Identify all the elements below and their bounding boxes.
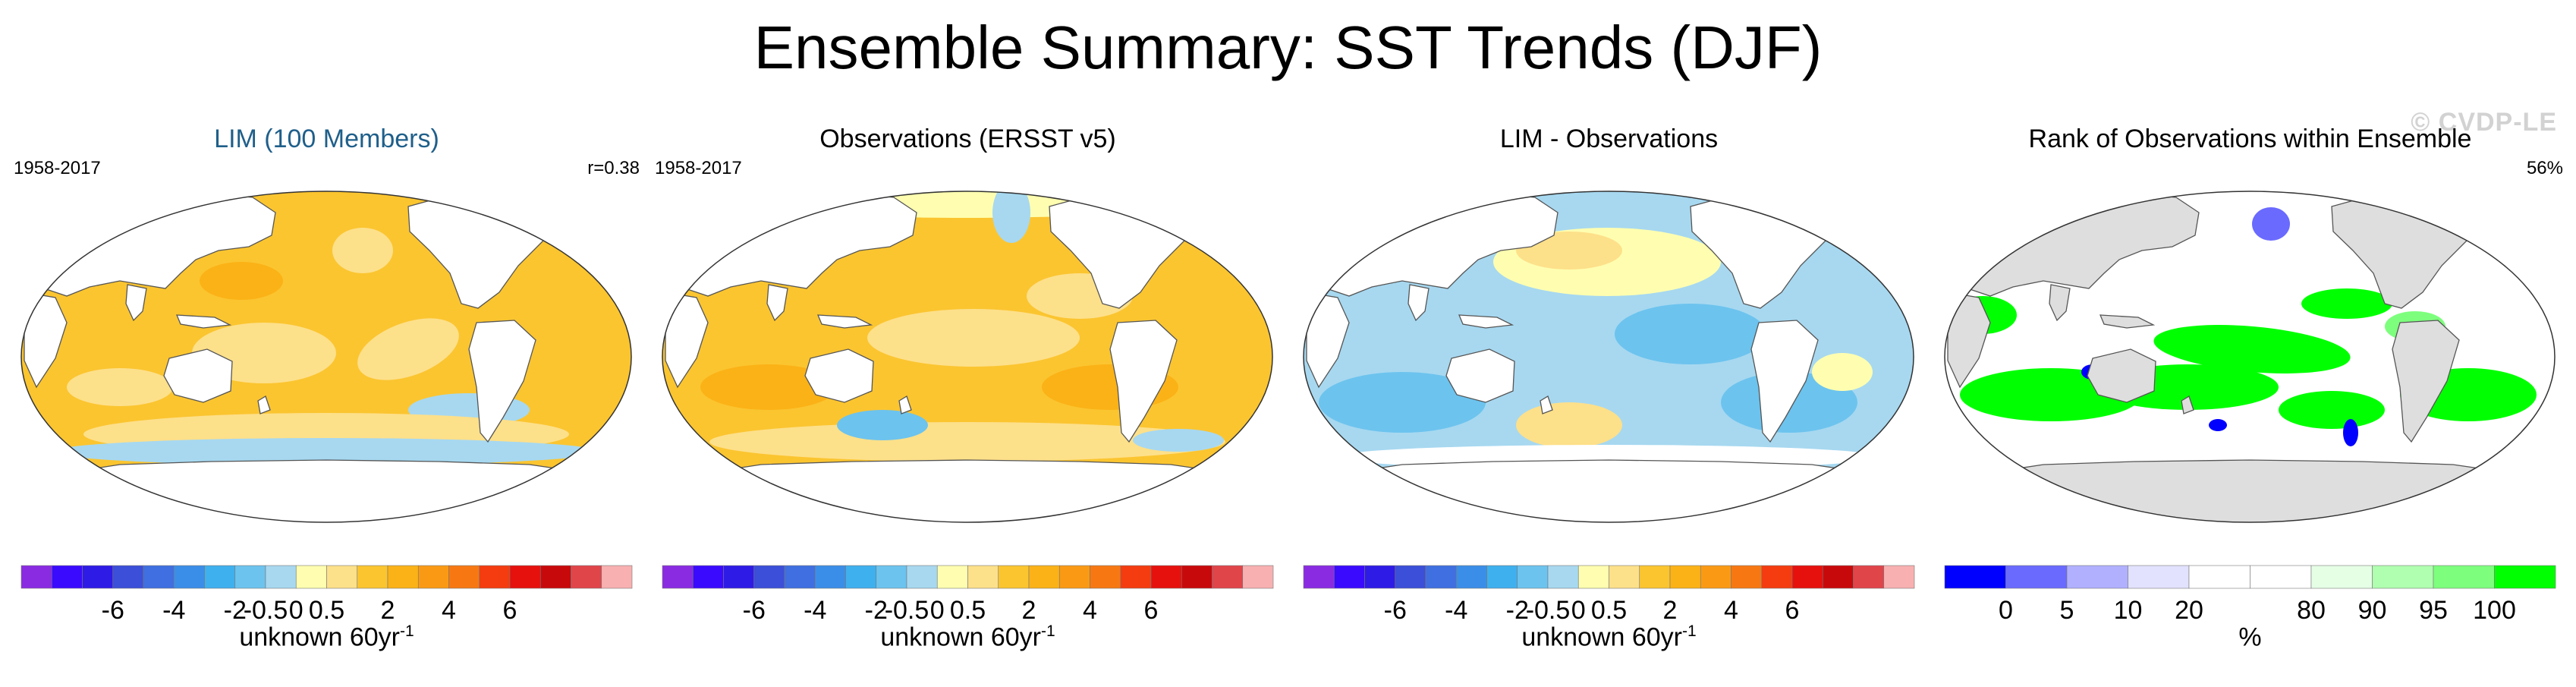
colorbar-tick-label: -4 (162, 596, 185, 625)
panel-rank: © CVDP-LE Rank of Observations within En… (1937, 108, 2563, 668)
colorbar-tick-label: 4 (442, 596, 456, 625)
colorbar-tick-label: 80 (2297, 596, 2326, 625)
panel-observations: Observations (ERSST v5) 1958-2017 -6 -4 -2… (655, 121, 1281, 668)
colorbar-tick-label: 6 (503, 596, 517, 625)
colorbar-tick-label: 2 (381, 596, 395, 625)
colorbar-units: unknown 60yr-1 (1521, 622, 1697, 652)
colorbar-tick-label: -2 (1506, 596, 1529, 625)
colorbar-tick-label: 0 (1571, 596, 1586, 625)
colorbar-tick-label: 4 (1083, 596, 1097, 625)
panel-title: LIM (100 Members) (214, 124, 439, 153)
colorbar-tick-label: 2 (1022, 596, 1036, 625)
rank-map (1944, 191, 2556, 523)
panel-title: LIM - Observations (1499, 124, 1719, 153)
colorbar-tick-label: 4 (1724, 596, 1738, 625)
colorbar-tick-label: 0.5 (309, 596, 344, 625)
panel-title: Rank of Observations within Ensemble (2028, 124, 2472, 153)
correlation-label: r=0.38 (587, 158, 640, 178)
colorbar-tick-label: 95 (2419, 596, 2448, 625)
colorbar-tick-label: 100 (2473, 596, 2516, 625)
colorbar-tick-label: 20 (2175, 596, 2203, 625)
sst-difference-map (1303, 191, 1914, 523)
panel-difference: LIM - Observations -6 -4 -2 -0.5 0 0.5 2 4 6 unk… (1296, 121, 1922, 668)
figure-title: Ensemble Summary: SST Trends (DJF) (753, 14, 1823, 81)
colorbar-tick-label: 0 (289, 596, 304, 625)
colorbar-units: % (2238, 622, 2262, 652)
colorbar-units: unknown 60yr-1 (239, 622, 414, 652)
colorbar-tick-label: 5 (2060, 596, 2074, 625)
period-label: 1958-2017 (14, 158, 101, 178)
colorbar-tick-label: 10 (2114, 596, 2143, 625)
colorbar-tick-label: 6 (1785, 596, 1800, 625)
colorbar-tick-label: 0.5 (950, 596, 986, 625)
watermark: © CVDP-LE (2411, 108, 2557, 137)
colorbar-tick-label: -4 (1445, 596, 1467, 625)
colorbar-tick-label: 6 (1144, 596, 1159, 625)
rank-percent-label: 56% (2526, 158, 2563, 178)
colorbar-tick-label: -0.5 (1526, 596, 1571, 625)
colorbar-tick-label: -6 (743, 596, 766, 625)
colorbar-tick-label: -4 (804, 596, 826, 625)
colorbar-tick-label: 0 (1999, 596, 2013, 625)
colorbar-tick-label: 0.5 (1591, 596, 1627, 625)
panel-title: Observations (ERSST v5) (819, 124, 1116, 153)
colorbar-tick-label: 2 (1663, 596, 1678, 625)
colorbar-tick-label: 0 (930, 596, 945, 625)
sst-trend-map (20, 191, 632, 523)
colorbar-tick-label: -0.5 (244, 596, 288, 625)
colorbar-tick-label: 90 (2358, 596, 2387, 625)
colorbar: -6 -4 -2-0.5 0 0.5 2 4 6 (20, 565, 633, 625)
colorbar-tick-label: -2 (224, 596, 247, 625)
colorbar-tick-label: -6 (1384, 596, 1407, 625)
sst-trend-map (662, 191, 1273, 523)
colorbar: -6 -4 -2-0.5 0 0.5 2 4 6 (1303, 565, 1915, 625)
colorbar: 0 5 10 20 80 90 95 100 (1944, 565, 2556, 625)
panel-lim: LIM (100 Members) 1958-2017 r=0.38 -6 -4-… (14, 121, 640, 668)
colorbar-tick-label: -0.5 (885, 596, 929, 625)
colorbar-tick-label: -6 (102, 596, 124, 625)
colorbar: -6 -4 -2-0.5 0 0.5 2 4 6 (662, 565, 1274, 625)
colorbar-units: unknown 60yr-1 (880, 622, 1055, 652)
colorbar-tick-label: -2 (865, 596, 888, 625)
period-label: 1958-2017 (655, 158, 742, 178)
